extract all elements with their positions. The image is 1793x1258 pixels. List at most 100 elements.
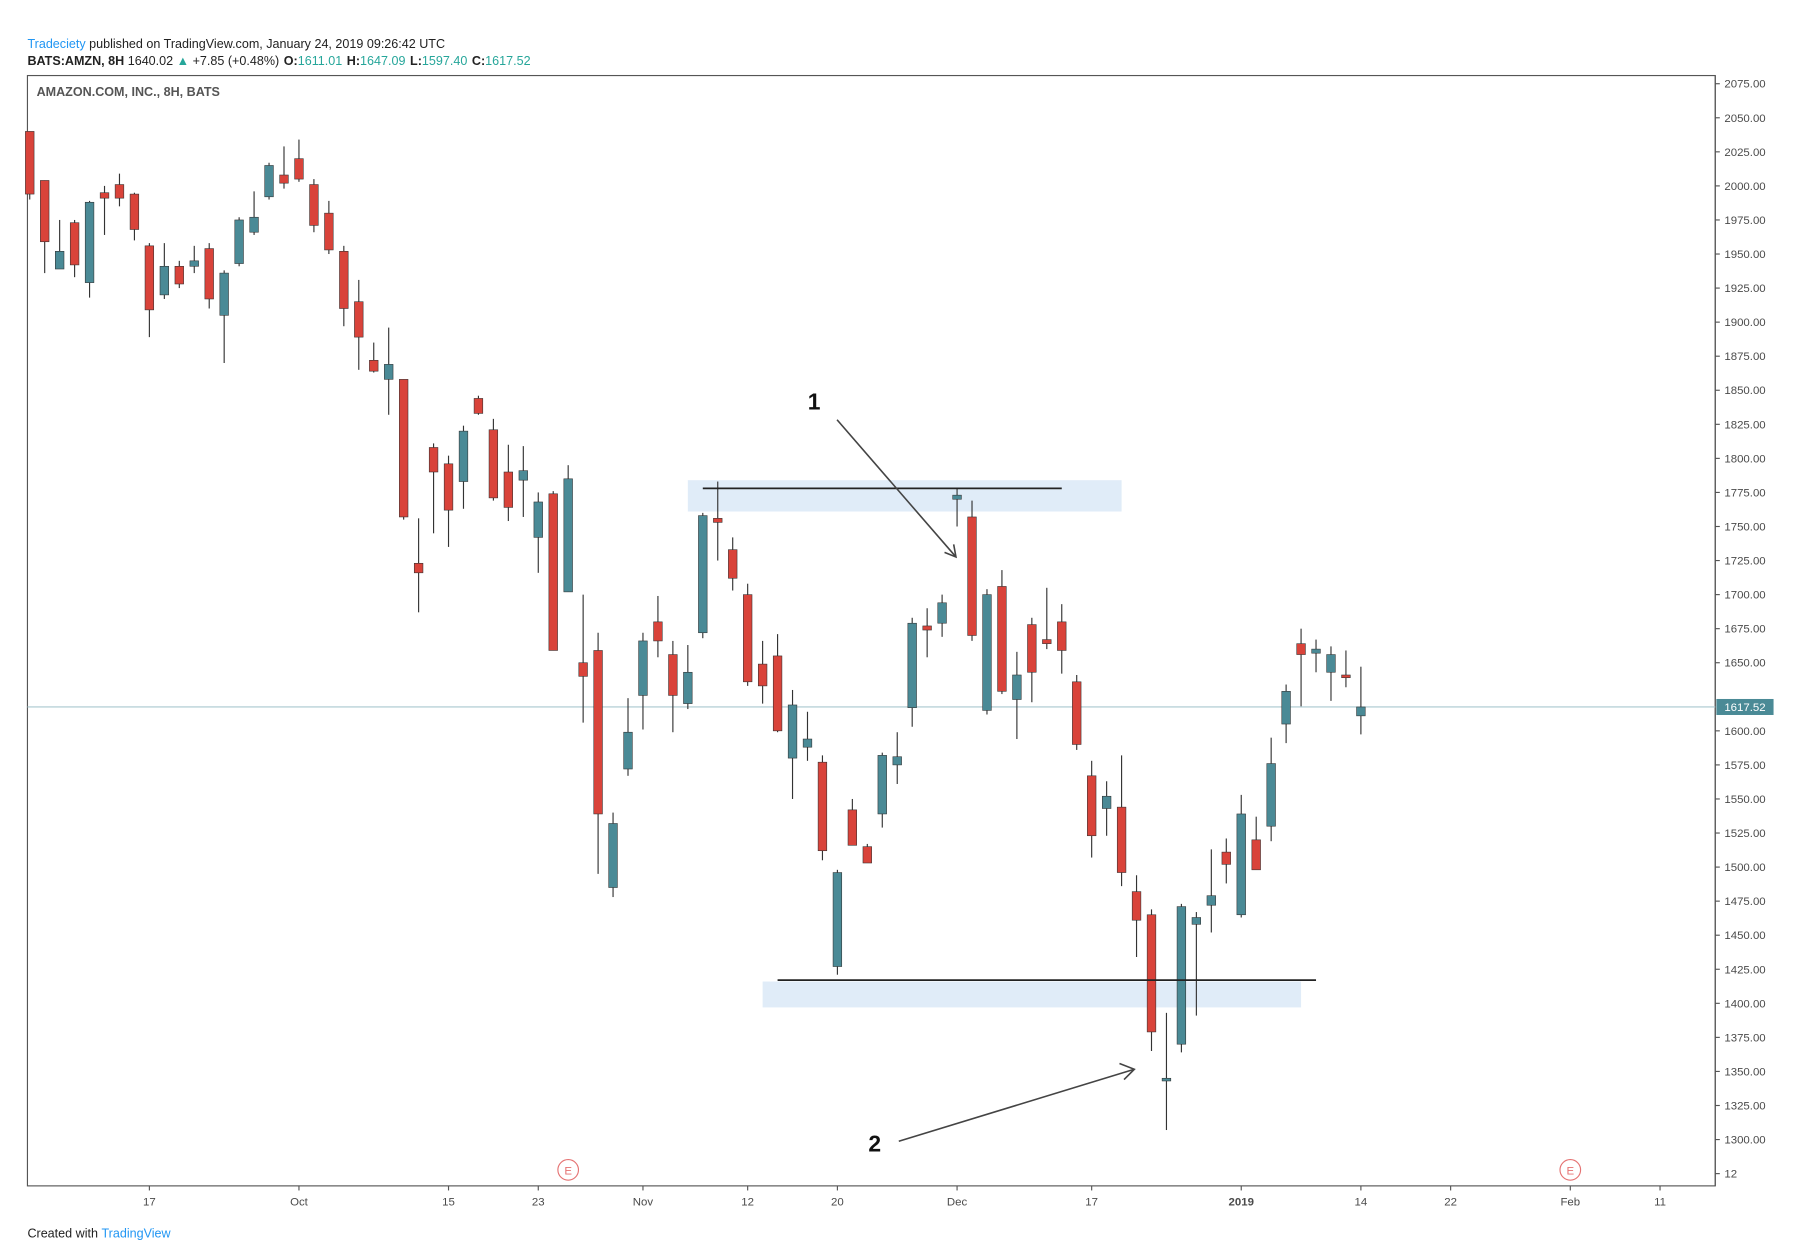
y-tick-label: 1325.00 — [1724, 1101, 1765, 1113]
ohlc-value: 1617.52 — [485, 54, 530, 68]
candle-body — [219, 272, 229, 316]
y-tick-label: 1850.00 — [1724, 385, 1765, 397]
y-tick-label: 1575.00 — [1724, 760, 1765, 772]
candle-body — [533, 501, 543, 538]
x-tick-label: 14 — [1355, 1196, 1368, 1208]
plot: 121300.001325.001350.001375.001400.00142… — [25, 79, 1774, 1208]
candle-body — [234, 219, 244, 264]
event-marker — [1559, 1159, 1582, 1181]
candle-body — [907, 622, 917, 708]
y-tick-label: 1600.00 — [1724, 726, 1765, 738]
last-price-label: 1617.52 — [1724, 702, 1765, 714]
candle-body — [503, 471, 513, 508]
candle-body — [354, 301, 364, 338]
candle-body — [443, 463, 454, 511]
y-tick-label: 12 — [1724, 1169, 1737, 1181]
candle-body — [608, 823, 618, 888]
candle-body — [757, 663, 768, 687]
ohlc-value: 1647.09 — [360, 54, 405, 68]
arrow — [836, 419, 957, 558]
y-tick-label: 1925.00 — [1724, 283, 1765, 295]
x-tick-label: 11 — [1654, 1196, 1666, 1208]
annotation-label: 1 — [808, 388, 821, 414]
brand: TradingView — [101, 1226, 171, 1240]
candle-body — [309, 184, 319, 226]
y-tick-label: 1675.00 — [1724, 624, 1765, 636]
arrow-head — [944, 544, 958, 559]
candle-body — [952, 494, 962, 500]
y-tick-label: 1725.00 — [1724, 556, 1765, 568]
candle-body — [84, 201, 95, 283]
y-tick-label: 2075.00 — [1724, 79, 1765, 91]
ohlc-label: H: — [347, 54, 360, 68]
candle-body — [847, 809, 857, 846]
created-with: Created with — [27, 1226, 98, 1240]
candle-body — [1356, 706, 1366, 717]
event-label: E — [564, 1165, 572, 1177]
candle-body — [189, 260, 199, 267]
published: published on TradingView.com, January 24… — [89, 37, 445, 51]
y-tick-label: 1350.00 — [1724, 1066, 1765, 1078]
candle-body — [159, 265, 169, 296]
ohlc-value: 1611.01 — [298, 54, 342, 68]
annotation-label: 2 — [868, 1131, 881, 1157]
x-tick-label: 17 — [143, 1196, 156, 1208]
candle-body — [743, 594, 753, 683]
candle-body — [369, 359, 379, 372]
candle-body — [384, 364, 394, 380]
last-price: 1640.02 — [128, 54, 173, 68]
y-tick-label: 1875.00 — [1724, 351, 1765, 363]
candle-body — [877, 755, 887, 815]
candle-body — [623, 731, 633, 770]
candle-body — [698, 515, 708, 634]
zone — [687, 480, 1122, 512]
candle-body — [1057, 621, 1067, 651]
candle-body — [144, 245, 155, 311]
candle-body — [413, 562, 424, 574]
candle-body — [1206, 895, 1216, 906]
event-label: E — [1566, 1165, 1574, 1177]
candle-body — [488, 429, 499, 499]
y-tick-label: 2050.00 — [1724, 113, 1765, 125]
y-tick-label: 1500.00 — [1724, 862, 1765, 874]
event-marker — [557, 1159, 580, 1181]
y-tick-label: 2000.00 — [1724, 181, 1765, 193]
candle-body — [458, 430, 469, 482]
candle-body — [1116, 806, 1127, 873]
candle-body — [787, 704, 798, 759]
candle-body — [997, 586, 1007, 692]
candle-body — [518, 470, 528, 481]
y-tick-label: 1425.00 — [1724, 964, 1765, 976]
symbol: BATS:AMZN, 8H — [27, 54, 124, 68]
up-arrow: ▲ — [177, 54, 189, 68]
ohlc-value: 1597.40 — [422, 54, 467, 68]
candle-body — [99, 192, 110, 199]
y-tick-label: 1650.00 — [1724, 658, 1765, 670]
candle-body — [428, 447, 439, 473]
candle-body — [1087, 775, 1097, 837]
chart-title: AMAZON.COM, INC., 8H, BATS — [37, 85, 220, 99]
candle-body — [862, 846, 872, 864]
candle-body — [174, 265, 184, 285]
x-tick-label: 20 — [831, 1196, 844, 1208]
candle-body — [1236, 813, 1246, 916]
candle-body — [892, 756, 902, 766]
x-tick-label: Dec — [947, 1196, 968, 1208]
author: Tradeciety — [27, 37, 86, 51]
x-tick-label: 23 — [532, 1196, 545, 1208]
candle-body — [25, 131, 35, 195]
y-tick-label: 1450.00 — [1724, 930, 1765, 942]
candle-body — [249, 216, 259, 233]
y-tick-label: 1800.00 — [1724, 453, 1765, 465]
candle-body — [1266, 763, 1276, 827]
candle-body — [802, 738, 813, 748]
y-tick-label: 1900.00 — [1724, 317, 1765, 329]
candle-body — [1072, 681, 1082, 745]
candle-body — [1326, 654, 1336, 673]
candle-body — [324, 212, 334, 251]
candle-body — [1176, 906, 1187, 1045]
candle-body — [40, 180, 50, 243]
y-tick-label: 1550.00 — [1724, 794, 1765, 806]
candle-body — [653, 621, 663, 642]
